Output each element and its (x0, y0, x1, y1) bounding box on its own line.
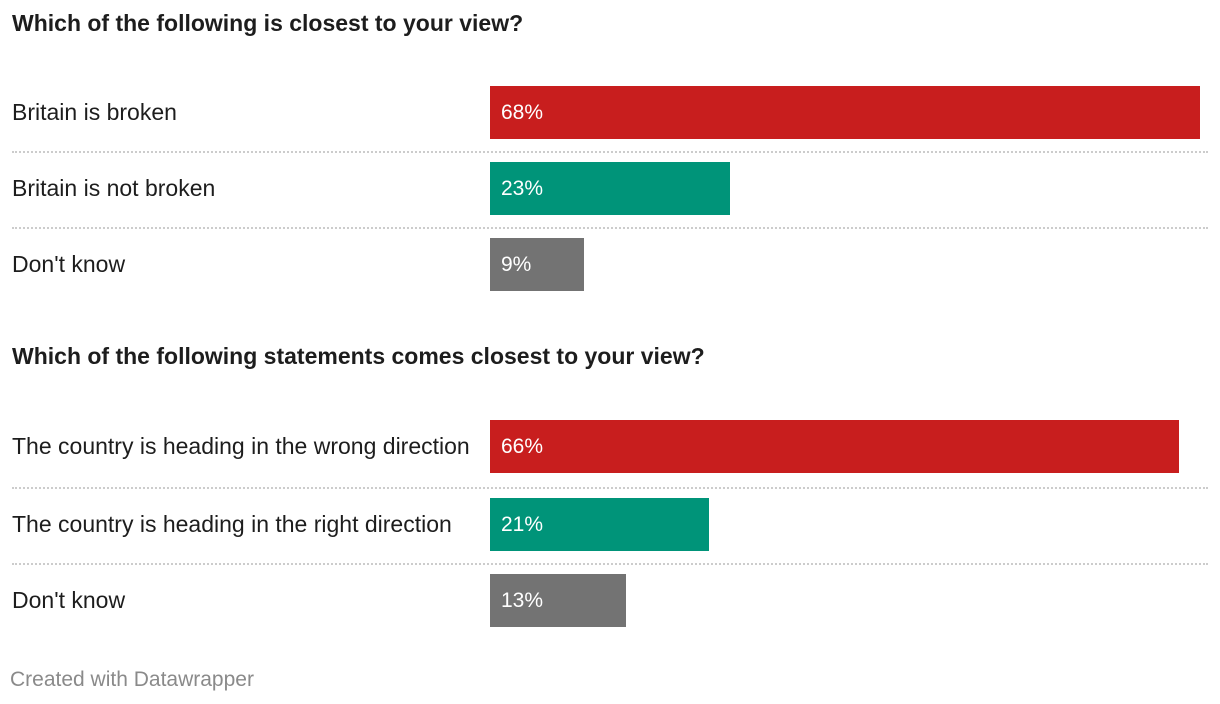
bar[interactable] (490, 86, 1200, 139)
footer-credit[interactable]: Created with Datawrapper (10, 668, 254, 691)
row-separator (12, 563, 1208, 565)
bar-value-label: 13% (501, 589, 544, 612)
bar-row: Britain is broken 68% (12, 74, 1208, 150)
bar-row: Don't know 9% (12, 226, 1208, 302)
bar-row: The country is heading in the wrong dire… (12, 408, 1208, 484)
bar[interactable] (490, 574, 626, 627)
category-label: Britain is not broken (12, 175, 216, 201)
category-label: Britain is broken (12, 99, 177, 125)
row-separator (12, 151, 1208, 153)
bar-value-label: 23% (501, 177, 544, 200)
bar[interactable] (490, 162, 731, 215)
bar[interactable] (490, 498, 710, 551)
category-label: The country is heading in the right dire… (12, 511, 452, 537)
category-label: Don't know (12, 587, 126, 613)
bar-value-label: 68% (501, 101, 544, 124)
row-separator (12, 487, 1208, 489)
bar-row: Britain is not broken 23% (12, 150, 1208, 226)
bar[interactable] (490, 238, 584, 291)
bar-value-label: 21% (501, 513, 544, 536)
row-separator (12, 227, 1208, 229)
category-label: The country is heading in the wrong dire… (12, 433, 470, 459)
bar[interactable] (490, 420, 1180, 473)
bar-value-label: 66% (501, 435, 544, 458)
chart-title: Which of the following is closest to you… (12, 10, 524, 36)
bar-value-label: 9% (501, 253, 532, 276)
category-label: Don't know (12, 251, 126, 277)
chart-title: Which of the following statements comes … (12, 343, 705, 369)
bar-row: Don't know 13% (12, 562, 1208, 638)
bar-row: The country is heading in the right dire… (12, 486, 1208, 562)
